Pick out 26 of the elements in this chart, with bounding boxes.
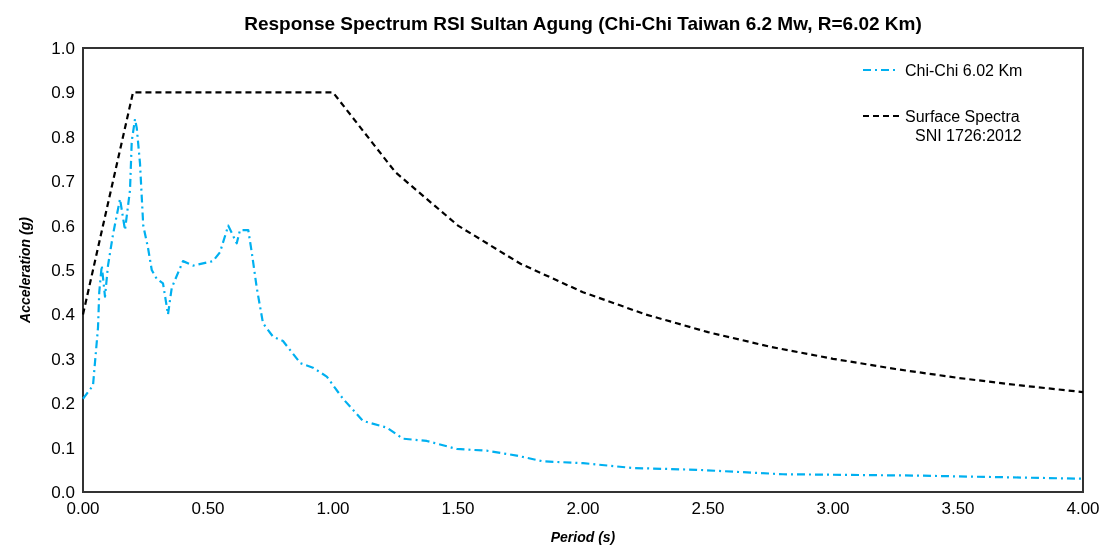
y-tick-label: 0.0 [51, 482, 75, 502]
y-tick-label: 0.4 [51, 305, 75, 325]
x-tick-label: 3.00 [816, 499, 850, 518]
y-axis-title: Acceleration (g) [17, 216, 33, 324]
y-tick-label: 0.8 [51, 127, 75, 147]
x-tick-label: 2.00 [566, 499, 600, 518]
x-tick-label: 0.00 [66, 499, 100, 518]
legend-label: Chi-Chi 6.02 Km [905, 61, 1023, 79]
x-tick-label: 4.00 [1066, 499, 1100, 518]
x-tick-label: 3.50 [941, 499, 975, 518]
line-series [81, 91, 1085, 394]
y-tick-label: 0.5 [51, 260, 75, 280]
x-tick-label: 1.50 [441, 499, 475, 518]
y-tick-label: 0.6 [51, 216, 75, 236]
x-tick-label: 0.50 [191, 499, 225, 518]
x-tick-label: 2.50 [691, 499, 725, 518]
y-tick-label: 0.7 [51, 172, 75, 192]
chart-title: Response Spectrum RSI Sultan Agung (Chi-Chi Taiwan 6.2 Mw, R=6.02 Km) [244, 13, 922, 34]
y-tick-label: 0.3 [51, 349, 75, 369]
x-tick-label: 1.00 [316, 499, 350, 518]
legend-label: Surface Spectra SNI 1726:2012 [905, 107, 1022, 144]
x-axis-title: Period (s) [550, 529, 616, 545]
y-tick-label: 0.9 [51, 83, 75, 103]
y-tick-label: 1.0 [51, 38, 75, 58]
y-tick-label: 0.1 [51, 438, 75, 458]
y-tick-label: 0.2 [51, 394, 75, 414]
